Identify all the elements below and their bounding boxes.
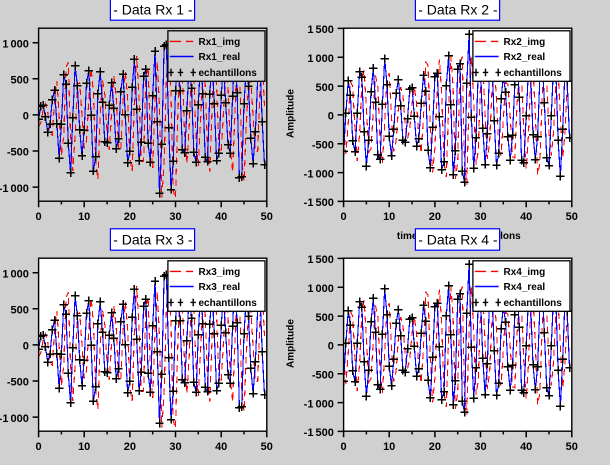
svg-text:Rx1_real: Rx1_real	[199, 52, 241, 63]
svg-text:10: 10	[78, 211, 90, 223]
svg-text:30: 30	[474, 211, 486, 223]
svg-text:Rx2_img: Rx2_img	[504, 37, 546, 48]
svg-text:40: 40	[520, 211, 532, 223]
svg-text:40: 40	[215, 211, 227, 223]
svg-text:Rx3_img: Rx3_img	[199, 267, 241, 278]
svg-text:20: 20	[124, 441, 136, 453]
svg-text:30: 30	[474, 441, 486, 453]
svg-text:-500: -500	[312, 369, 334, 381]
svg-text:500: 500	[11, 75, 29, 87]
svg-text:- Data Rx 1 -: - Data Rx 1 -	[113, 2, 193, 18]
svg-text:echantillons: echantillons	[504, 68, 563, 79]
svg-text:0: 0	[36, 211, 42, 223]
svg-text:-500: -500	[7, 377, 29, 389]
svg-text:0: 0	[23, 341, 29, 353]
svg-text:20: 20	[124, 211, 136, 223]
svg-text:0: 0	[23, 111, 29, 123]
svg-text:Rx2_real: Rx2_real	[504, 52, 546, 63]
svg-text:30: 30	[169, 441, 181, 453]
svg-text:echantillons: echantillons	[504, 298, 563, 309]
svg-text:Amplitude: Amplitude	[285, 319, 296, 368]
svg-text:echantillons: echantillons	[199, 68, 258, 79]
svg-text:-500: -500	[7, 147, 29, 159]
svg-text:- Data Rx 3 -: - Data Rx 3 -	[113, 232, 193, 248]
svg-text:500: 500	[316, 312, 334, 324]
svg-text:- Data Rx 2 -: - Data Rx 2 -	[418, 2, 498, 18]
svg-text:10: 10	[78, 441, 90, 453]
svg-text:Rx4_real: Rx4_real	[504, 282, 546, 293]
svg-text:50: 50	[261, 211, 273, 223]
svg-text:500: 500	[11, 305, 29, 317]
svg-text:lons: lons	[500, 231, 521, 242]
svg-text:50: 50	[566, 211, 578, 223]
svg-text:-500: -500	[312, 139, 334, 151]
svg-text:Rx1_img: Rx1_img	[199, 37, 241, 48]
svg-text:Rx4_img: Rx4_img	[504, 267, 546, 278]
svg-text:0: 0	[328, 341, 334, 353]
svg-text:50: 50	[261, 441, 273, 453]
svg-text:0: 0	[36, 441, 42, 453]
svg-text:- Data Rx 4 -: - Data Rx 4 -	[418, 232, 498, 248]
svg-text:40: 40	[215, 441, 227, 453]
svg-text:Amplitude: Amplitude	[285, 89, 296, 138]
svg-text:0: 0	[341, 441, 347, 453]
svg-text:10: 10	[383, 211, 395, 223]
svg-text:40: 40	[520, 441, 532, 453]
svg-text:20: 20	[429, 211, 441, 223]
svg-text:500: 500	[316, 82, 334, 94]
svg-text:10: 10	[383, 441, 395, 453]
svg-text:30: 30	[169, 211, 181, 223]
svg-text:0: 0	[341, 211, 347, 223]
svg-text:Rx3_real: Rx3_real	[199, 282, 241, 293]
svg-text:50: 50	[566, 441, 578, 453]
svg-text:echantillons: echantillons	[199, 298, 258, 309]
svg-text:0: 0	[328, 111, 334, 123]
svg-text:20: 20	[429, 441, 441, 453]
